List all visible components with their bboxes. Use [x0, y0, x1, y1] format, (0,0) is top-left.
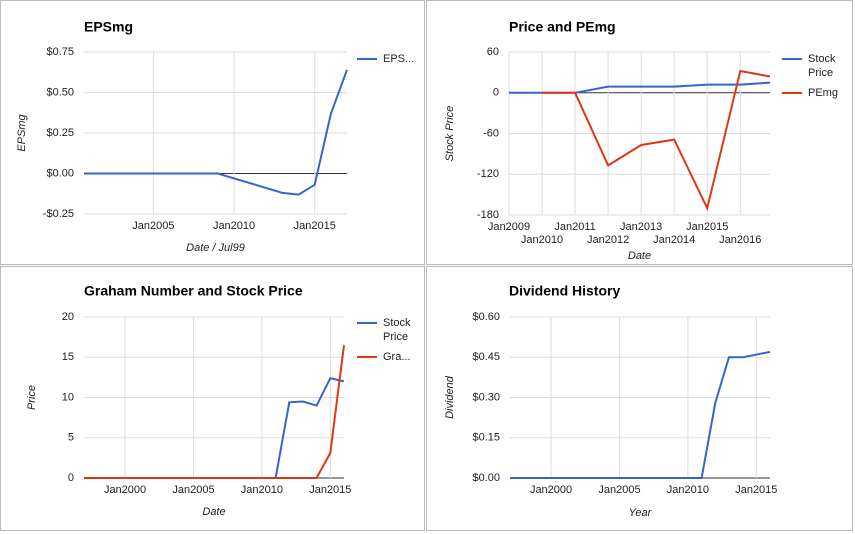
legend-label: EPS...: [383, 53, 415, 65]
y-tick-label: $0.50: [46, 86, 74, 98]
x-tick-label: Jan2010: [213, 220, 255, 232]
x-tick-label: Jan2015: [309, 484, 351, 496]
chart-title: Graham Number and Stock Price: [84, 283, 303, 299]
legend-label: Gra...: [383, 351, 411, 363]
y-tick-label: -60: [483, 127, 499, 139]
x-tick-label: Jan2010: [241, 484, 283, 496]
legend-swatch: [782, 92, 802, 94]
y-tick-label: 10: [62, 391, 74, 403]
chart-title: Price and PEmg: [509, 19, 616, 35]
x-axis-title: Year: [629, 507, 653, 519]
legend-item: Stock Price: [357, 316, 423, 344]
x-tick-label: Jan2015: [294, 220, 336, 232]
y-tick-label: 60: [487, 46, 499, 58]
x-tick-label: Jan2009: [488, 221, 530, 233]
x-tick-label: Jan2005: [598, 484, 640, 496]
x-tick-label: Jan2015: [735, 484, 777, 496]
legend: EPS...: [357, 52, 423, 72]
x-tick-label: Jan2010: [521, 234, 563, 246]
x-axis-title: Date: [202, 506, 225, 518]
y-tick-label: $0.60: [472, 311, 500, 323]
x-tick-label: Jan2000: [530, 484, 572, 496]
y-axis-title: Dividend: [444, 375, 456, 419]
panel: [426, 266, 853, 531]
y-tick-label: $0.00: [472, 472, 500, 484]
y-tick-label: 5: [68, 432, 74, 444]
y-axis-title: Stock Price: [444, 106, 456, 162]
series-line: [84, 345, 345, 479]
legend-swatch: [357, 356, 377, 358]
series-line: [510, 350, 771, 479]
legend: Stock Price PEmg: [782, 52, 848, 106]
series-line: [509, 81, 771, 94]
x-axis-title: Date: [628, 250, 651, 262]
legend-label: Stock Price: [808, 53, 836, 79]
x-tick-label: Jan2013: [620, 221, 662, 233]
y-tick-label: $0.15: [472, 432, 500, 444]
legend-swatch: [357, 58, 377, 60]
panel: [0, 0, 425, 265]
legend-swatch: [782, 58, 802, 60]
x-tick-label: Jan2012: [587, 234, 629, 246]
x-tick-label: Jan2005: [132, 220, 174, 232]
chart-title: EPSmg: [84, 19, 133, 35]
y-axis-title: Price: [26, 385, 38, 410]
series-line: [84, 377, 345, 479]
y-tick-label: -$0.25: [43, 208, 74, 220]
panel: [426, 0, 853, 265]
x-tick-label: Jan2010: [667, 484, 709, 496]
legend: Stock Price Gra...: [357, 316, 423, 370]
y-axis-title: EPSmg: [16, 113, 28, 151]
x-tick-label: Jan2015: [686, 221, 728, 233]
y-tick-label: 20: [62, 311, 74, 323]
legend-swatch: [357, 322, 377, 324]
legend-item: EPS...: [357, 52, 423, 66]
y-tick-label: $0.30: [472, 391, 500, 403]
legend-item: Gra...: [357, 350, 423, 364]
y-tick-label: 0: [493, 87, 499, 99]
y-tick-label: -180: [477, 209, 499, 221]
y-tick-label: 15: [62, 351, 74, 363]
x-tick-label: Jan2016: [719, 234, 761, 246]
legend-item: Stock Price: [782, 52, 848, 80]
y-tick-label: $0.25: [46, 127, 74, 139]
y-tick-label: $0.00: [46, 167, 74, 179]
x-tick-label: Jan2005: [172, 484, 214, 496]
y-tick-label: 0: [68, 472, 74, 484]
legend-label: PEmg: [808, 87, 838, 99]
legend-item: PEmg: [782, 86, 848, 100]
y-tick-label: $0.45: [472, 351, 500, 363]
chart-title: Dividend History: [509, 283, 620, 299]
panel: [0, 266, 425, 531]
x-tick-label: Jan2011: [554, 221, 595, 233]
legend-label: Stock Price: [383, 317, 411, 343]
x-tick-label: Jan2000: [104, 484, 146, 496]
x-axis-title: Date / Jul99: [186, 242, 245, 254]
series-line: [542, 69, 771, 212]
y-tick-label: $0.75: [46, 46, 74, 58]
series-line: [84, 69, 348, 196]
y-tick-label: -120: [477, 168, 499, 180]
x-tick-label: Jan2014: [653, 234, 695, 246]
